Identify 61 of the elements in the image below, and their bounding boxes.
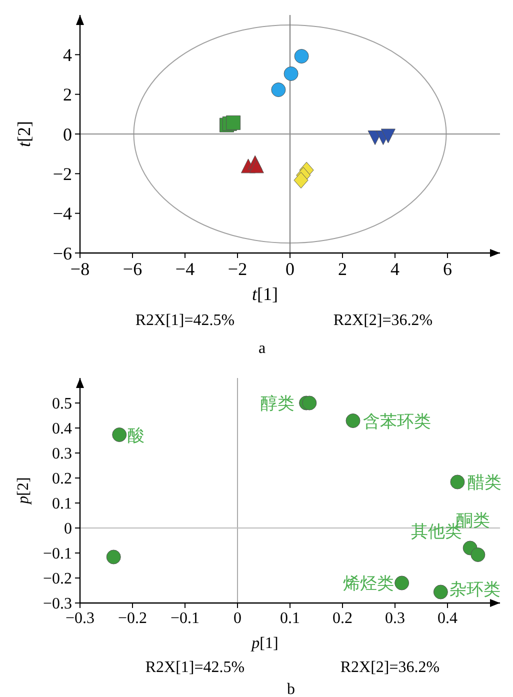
- point: [346, 414, 360, 428]
- text: b: [287, 681, 295, 697]
- y-tick-label: 0.1: [52, 496, 72, 513]
- x-tick-label: 0: [234, 610, 242, 627]
- point: [226, 115, 241, 130]
- annotation: 醇类: [260, 394, 294, 413]
- y-tick-label: −2: [52, 164, 72, 184]
- point: [380, 128, 396, 144]
- text: R2X[2]=36.2%: [333, 312, 433, 329]
- y-tick-label: 0.4: [52, 420, 72, 438]
- y-tick-label: −0.1: [42, 546, 72, 563]
- x-tick-label: 0.1: [280, 610, 300, 627]
- x-tick-label: −8: [70, 259, 90, 279]
- y-tick-label: −0.3: [42, 596, 72, 613]
- y-tick-label: −0.2: [42, 570, 72, 588]
- x-tick-label: −0.1: [170, 610, 200, 627]
- x-axis-title: t[1]: [252, 284, 278, 304]
- x-tick-label: 0.3: [385, 610, 405, 627]
- point: [106, 550, 121, 564]
- point: [271, 82, 286, 98]
- x-tick-label: 0.2: [332, 610, 352, 627]
- annotation: 含苯环类: [363, 412, 431, 431]
- text: R2X[2]=36.2%: [340, 659, 440, 676]
- x-tick-label: 2: [338, 259, 347, 279]
- x-tick-label: 0: [286, 259, 294, 279]
- y-tick-label: −4: [52, 204, 72, 224]
- x-tick-label: 0.4: [438, 610, 458, 627]
- y-tick-label: 0.2: [52, 470, 72, 488]
- point: [284, 66, 298, 81]
- y-axis-title: t[2]: [14, 120, 34, 148]
- y-tick-label: −6: [52, 243, 72, 264]
- text: a: [258, 340, 266, 357]
- y-tick-label: 2: [63, 84, 72, 105]
- x-tick-label: −0.2: [118, 610, 148, 627]
- x-axis-title: p[1]: [250, 635, 278, 652]
- annotation: 杂环类: [450, 580, 501, 599]
- y-tick-label: 0: [64, 520, 72, 538]
- point: [470, 548, 486, 562]
- x-tick-label: −6: [122, 259, 142, 279]
- annotation: 醋类: [467, 473, 502, 492]
- y-tick-label: 0.3: [52, 446, 72, 463]
- annotation: 酸: [127, 426, 144, 445]
- point: [249, 158, 264, 174]
- point: [433, 584, 448, 600]
- y-tick-label: 0.5: [52, 396, 72, 413]
- point: [294, 172, 308, 188]
- text: R2X[1]=42.5%: [145, 659, 245, 676]
- x-tick-label: −4: [175, 259, 195, 279]
- x-tick-label: −2: [228, 259, 248, 279]
- point: [112, 428, 127, 442]
- annotation: 烯烃类: [342, 574, 394, 593]
- x-tick-label: 6: [443, 259, 452, 279]
- x-tick-label: 4: [390, 259, 400, 279]
- point: [450, 474, 465, 490]
- y-tick-label: 4: [63, 44, 72, 65]
- y-tick-label: 0: [63, 124, 72, 144]
- point: [294, 49, 309, 64]
- y-axis-title: p[2]: [15, 477, 32, 505]
- point: [394, 576, 410, 590]
- text: R2X[1]=42.5%: [135, 312, 235, 329]
- point: [302, 396, 317, 410]
